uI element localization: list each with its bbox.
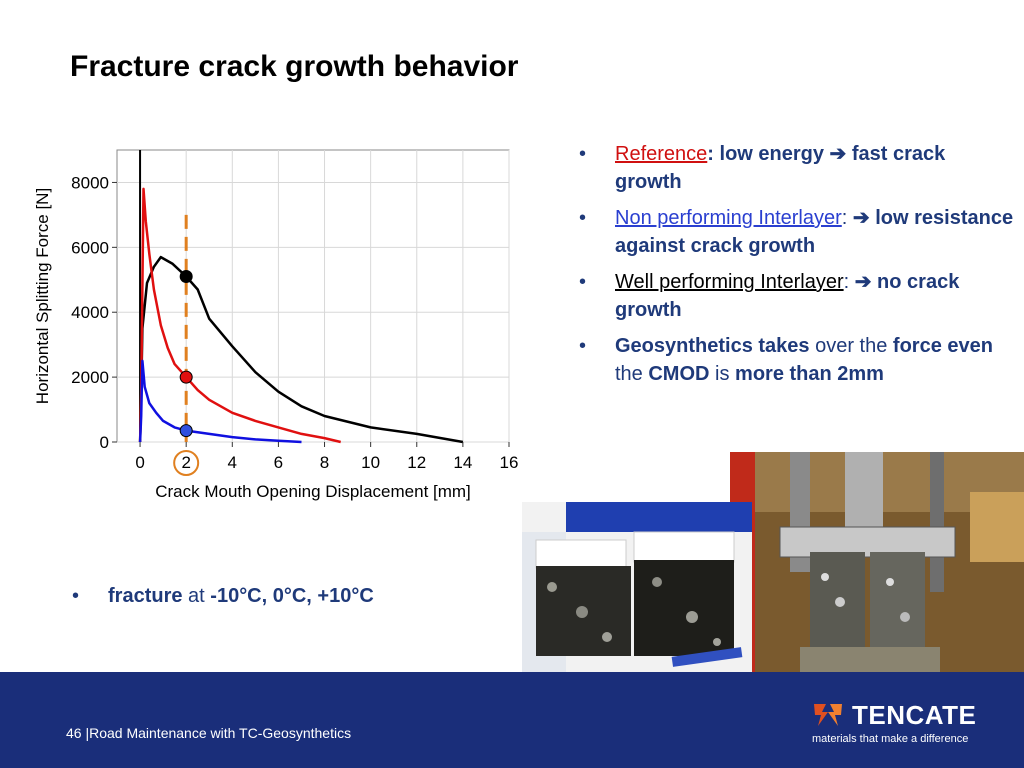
- bullet-nonperforming: • Non performing Interlayer: ➔ low resis…: [575, 204, 1015, 260]
- tencate-logo: TENCATE materials that make a difference: [812, 700, 976, 745]
- tencate-logo-icon: [814, 704, 842, 726]
- bullet-list: • Reference: low energy ➔ fast crack gro…: [575, 140, 1015, 396]
- x-tick-label: 10: [361, 453, 380, 472]
- geo-part1: Geosynthetics takes: [615, 335, 810, 357]
- y-axis-label: Horizontal Splitting Force [N]: [33, 188, 52, 404]
- nonperforming-text: ➔ low resistance against crack growth: [615, 207, 1014, 257]
- y-tick-label: 2000: [71, 368, 109, 387]
- series-group: [138, 187, 464, 444]
- wellperforming-sep: :: [843, 271, 850, 293]
- bullet-geosynthetics: • Geosynthetics takes over the force eve…: [575, 332, 1015, 388]
- logo-tagline: materials that make a difference: [812, 733, 969, 745]
- y-tick-label: 4000: [71, 303, 109, 322]
- x-tick-label: 0: [135, 453, 144, 472]
- series-line-0: [138, 255, 464, 444]
- bullet-dot: •: [579, 143, 587, 165]
- reference-label: Reference: [615, 143, 708, 165]
- x-tick-label: 2: [181, 453, 190, 472]
- y-tick-label: 8000: [71, 173, 109, 192]
- series-line-1: [138, 187, 341, 444]
- reference-sep: :: [707, 143, 714, 165]
- y-tick-label: 6000: [71, 238, 109, 257]
- bullet-dot: •: [72, 585, 80, 607]
- wellperforming-label: Well performing Interlayer: [615, 271, 844, 293]
- x-tick-label: 16: [500, 453, 519, 472]
- fracture-mid: at: [182, 585, 211, 607]
- fracture-bullet: • fracture at -10°C, 0°C, +10°C: [72, 585, 374, 608]
- fracture-bold: fracture: [108, 585, 183, 607]
- geo-part6: is: [709, 363, 736, 385]
- series-line-2: [138, 359, 302, 444]
- fracture-temps: -10°C, 0°C, +10°C: [210, 585, 374, 607]
- x-tick-label: 6: [274, 453, 283, 472]
- geo-part7: more than 2mm: [735, 363, 884, 385]
- x-tick-label: 4: [228, 453, 237, 472]
- footer-bar: 46 |Road Maintenance with TC-Geosyntheti…: [0, 672, 1024, 768]
- data-marker-1: [179, 370, 193, 384]
- geo-part3: force even: [892, 335, 993, 357]
- asphalt-samples-photo: [522, 502, 752, 672]
- plot-area: [116, 149, 510, 443]
- nonperforming-label: Non performing Interlayer: [615, 207, 842, 229]
- bullet-dot: •: [579, 335, 587, 357]
- geo-part4: the: [615, 363, 649, 385]
- logo-name: TENCATE: [852, 700, 977, 730]
- geo-part5: CMOD: [648, 363, 710, 385]
- geo-part2: over the: [809, 335, 893, 357]
- bullet-reference: • Reference: low energy ➔ fast crack gro…: [575, 140, 1015, 196]
- highlight-tick-circle: [173, 450, 200, 476]
- slide-title: Fracture crack growth behavior: [70, 50, 519, 83]
- footer-text: 46 |Road Maintenance with TC-Geosyntheti…: [66, 725, 352, 741]
- bullet-dot: •: [579, 207, 587, 229]
- x-tick-label: 14: [453, 453, 472, 472]
- ticks-group: 0 2 4 6 8 10 12 14 16 0 2000 4000 6000 8000: [71, 173, 519, 476]
- y-tick-label: 0: [100, 433, 109, 452]
- nonperforming-sep: :: [841, 207, 848, 229]
- reference-text: low energy ➔ fast crack growth: [615, 143, 946, 193]
- force-cmod-chart: 0 2 4 6 8 10 12 14 16 0 2000 4000 6000 8000 Crack Mou…: [33, 149, 519, 501]
- markers-group: [179, 270, 193, 438]
- bullet-wellperforming: • Well performing Interlayer: ➔ no crack…: [575, 268, 1015, 324]
- data-marker-2: [179, 424, 193, 438]
- test-rig-photo: [730, 452, 1024, 674]
- data-marker-0: [179, 270, 193, 284]
- x-tick-label: 8: [320, 453, 329, 472]
- x-tick-label: 12: [407, 453, 426, 472]
- wellperforming-text: ➔ no crack growth: [615, 271, 960, 321]
- x-axis-label: Crack Mouth Opening Displacement [mm]: [155, 482, 471, 501]
- bullet-dot: •: [579, 271, 587, 293]
